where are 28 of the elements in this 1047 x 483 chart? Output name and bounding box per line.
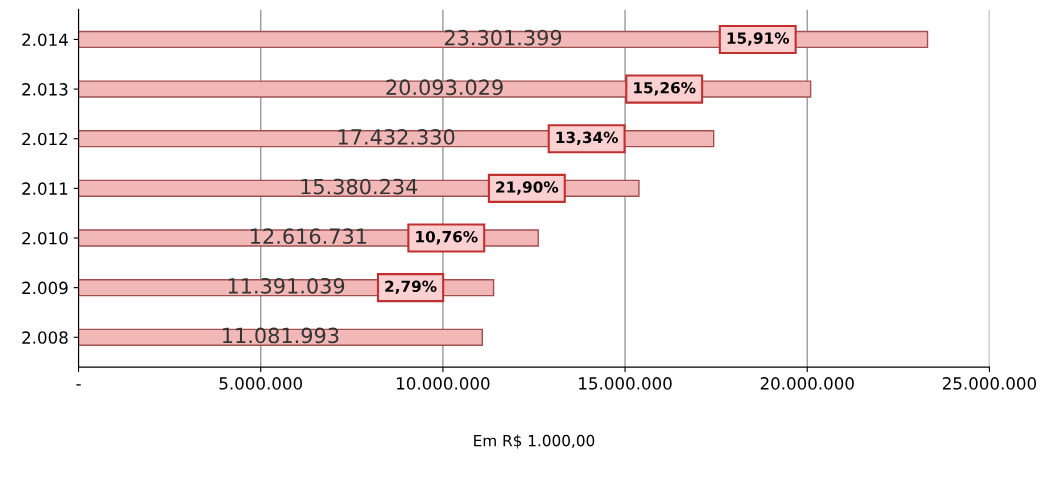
bar <box>78 328 483 346</box>
data-label: 17.432.330 <box>338 129 455 145</box>
x-tick-label: - <box>76 384 81 386</box>
y-tick-label: 2.013 <box>22 83 68 96</box>
x-tick-label: 10.000.000 <box>397 377 490 390</box>
y-tick-label: 2.012 <box>22 132 68 146</box>
x-axis-title: Em R$ 1.000,00 <box>474 434 595 449</box>
y-tick-label: 2.009 <box>22 281 68 295</box>
annotation: 13,34% <box>556 131 618 146</box>
annotation: 15,91% <box>727 32 790 46</box>
x-tick-label: 20.000.000 <box>760 377 854 390</box>
data-label: 11.081.993 <box>223 327 339 344</box>
data-label: 15.380.234 <box>301 178 418 195</box>
data-label: 23.301.399 <box>444 29 562 46</box>
x-tick-label: 5.000.000 <box>219 377 303 390</box>
annotation: 21,90% <box>496 181 559 195</box>
x-tick-label: 25.000.000 <box>942 377 1037 390</box>
x-tick-label: 15.000.000 <box>579 377 672 390</box>
data-label: 12.616.731 <box>251 228 367 245</box>
y-tick-label: 2.014 <box>22 33 68 47</box>
y-tick-label: 2.011 <box>22 182 68 195</box>
data-label: 20.093.029 <box>386 79 503 96</box>
y-tick-label: 2.008 <box>22 331 68 344</box>
y-tick-label: 2.010 <box>22 231 68 245</box>
annotation: 15,26% <box>634 81 696 96</box>
data-label: 11.391.039 <box>228 277 345 294</box>
annotation: 10,76% <box>416 230 478 245</box>
annotation: 2,79% <box>385 280 437 295</box>
